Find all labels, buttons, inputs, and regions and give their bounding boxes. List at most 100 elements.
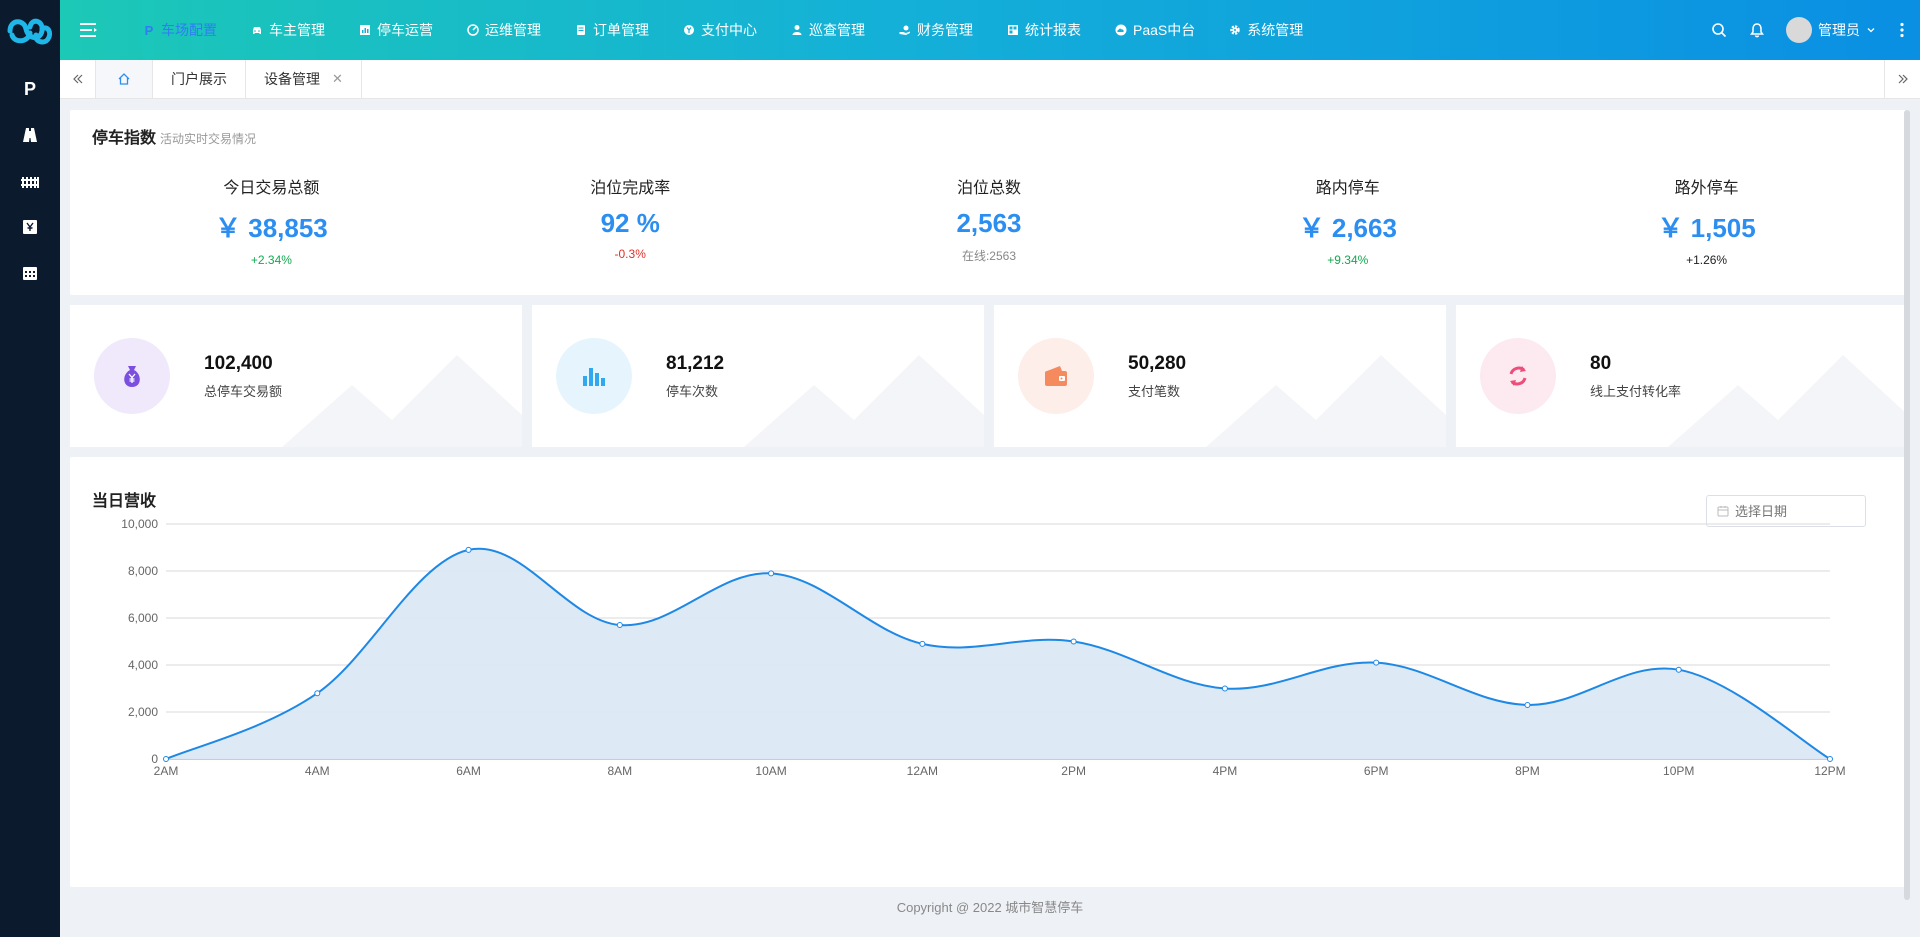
- x-tick-label: 12AM: [907, 764, 938, 778]
- kpi-row: 102,400 总停车交易额 81,212 停车次数 50,280 支付笔数: [70, 305, 1908, 447]
- kpi-label: 线上支付转化率: [1590, 383, 1682, 399]
- fence-icon: [21, 177, 39, 188]
- y-tick-label: 2,000: [128, 705, 158, 719]
- user-name: 管理员: [1818, 22, 1860, 38]
- stat-value: 2,563: [956, 208, 1022, 238]
- stat-value: 92 %: [600, 208, 660, 238]
- tab-label: 门户展示: [171, 71, 227, 87]
- y-tick-label: 4,000: [128, 658, 158, 672]
- nav-item-system[interactable]: 系统管理: [1212, 0, 1320, 60]
- data-point[interactable]: [1221, 685, 1228, 692]
- inspector-icon: [792, 25, 802, 35]
- close-icon[interactable]: ✕: [332, 71, 343, 86]
- nav-item-owner[interactable]: 车主管理: [234, 0, 342, 60]
- kpi-value: 80: [1590, 352, 1612, 374]
- revenue-card: 0 2,000 4,000 6,000 8,000 10,000 2AM 4AM 6AM 8AM 1…: [70, 457, 1908, 887]
- data-point[interactable]: [919, 640, 926, 647]
- car-icon: [253, 27, 261, 34]
- x-tick-label: 8AM: [607, 764, 632, 778]
- data-point[interactable]: [163, 756, 169, 762]
- x-tick-label: 6PM: [1364, 764, 1389, 778]
- stat-value: ￥ 1,505: [1657, 213, 1756, 243]
- more-vertical-icon: [1900, 22, 1904, 38]
- notification-button[interactable]: [1738, 0, 1776, 60]
- kpi-value: 50,280: [1128, 352, 1187, 374]
- data-point[interactable]: [1070, 638, 1077, 645]
- user-menu[interactable]: 管理员: [1776, 0, 1890, 60]
- area-fill: [166, 548, 1830, 759]
- double-chevron-right-icon: [1898, 74, 1908, 84]
- rail-calendar[interactable]: [0, 250, 60, 296]
- kpi-label: 总停车交易额: [204, 383, 283, 399]
- double-chevron-left-icon: [72, 74, 82, 84]
- nav-item-maintenance[interactable]: 运维管理: [450, 0, 558, 60]
- nav-item-operation[interactable]: 停车运营: [342, 0, 450, 60]
- more-button[interactable]: [1890, 0, 1914, 60]
- series-line: [165, 547, 1831, 760]
- nav-label: 车主管理: [269, 22, 325, 38]
- scrollbar[interactable]: [1904, 110, 1910, 900]
- rail-fence[interactable]: [0, 158, 60, 204]
- calendar-icon: [1717, 506, 1729, 517]
- tab-portal[interactable]: 门户展示: [153, 60, 246, 98]
- tab-device-management[interactable]: 设备管理 ✕: [246, 60, 362, 98]
- data-point[interactable]: [1373, 659, 1380, 666]
- report-icon: [1008, 25, 1018, 35]
- rail-parking[interactable]: P: [0, 66, 60, 112]
- nav-label: 车场配置: [161, 22, 217, 38]
- tab-bar: 门户展示 设备管理 ✕: [60, 60, 1920, 99]
- bar-chart-icon: [583, 368, 605, 386]
- stat-off-street: 路外停车 ￥ 1,505 +1.26%: [1527, 174, 1886, 267]
- data-point[interactable]: [465, 546, 472, 553]
- x-tick-label: 12PM: [1814, 764, 1845, 778]
- x-tick-label: 6AM: [456, 764, 481, 778]
- y-tick-label: 8,000: [128, 564, 158, 578]
- menu-toggle-icon[interactable]: [78, 23, 100, 37]
- nav-item-reports[interactable]: 统计报表: [990, 0, 1098, 60]
- tab-scroll-left[interactable]: [60, 60, 96, 98]
- side-rail: P: [0, 0, 60, 937]
- search-icon: [1712, 23, 1727, 38]
- data-point[interactable]: [1827, 756, 1833, 762]
- main-nav: P 车场配置 车主管理 停车运营 运维管理 订单管理 支付中心 巡查管理: [126, 0, 1320, 60]
- nav-label: 停车运营: [377, 22, 433, 38]
- nav-item-orders[interactable]: 订单管理: [558, 0, 666, 60]
- nav-item-lot-config[interactable]: P 车场配置: [126, 0, 234, 60]
- data-point[interactable]: [768, 570, 775, 577]
- app-logo[interactable]: [0, 0, 60, 60]
- top-header: P 车场配置 车主管理 停车运营 运维管理 订单管理 支付中心 巡查管理: [60, 0, 1920, 60]
- stats-row: 今日交易总额 ￥ 38,853 +2.34% 泊位完成率 92 % -0.3% …: [92, 174, 1886, 267]
- stat-change: +1.26%: [1686, 253, 1728, 267]
- search-button[interactable]: [1700, 0, 1738, 60]
- data-point[interactable]: [314, 690, 321, 697]
- stat-label: 路内停车: [1315, 180, 1380, 197]
- stat-change: +2.34%: [250, 253, 292, 267]
- logo-icon: [7, 18, 53, 45]
- date-picker[interactable]: [1706, 495, 1866, 527]
- nav-item-inspection[interactable]: 巡查管理: [774, 0, 882, 60]
- rail-road[interactable]: [0, 112, 60, 158]
- kpi-label: 支付笔数: [1128, 383, 1181, 399]
- data-point[interactable]: [1524, 701, 1531, 708]
- x-tick-label: 4PM: [1213, 764, 1238, 778]
- nav-label: 系统管理: [1247, 22, 1304, 38]
- data-point[interactable]: [616, 622, 623, 629]
- calendar-icon: [23, 267, 37, 280]
- kpi-value: 102,400: [204, 352, 273, 374]
- date-input[interactable]: [1735, 503, 1855, 519]
- tab-scroll-right[interactable]: [1884, 60, 1920, 98]
- card-title: 停车指数: [92, 130, 157, 147]
- document-icon: [577, 25, 585, 35]
- kpi-text: 80 线上支付转化率: [1590, 353, 1681, 400]
- nav-item-payment[interactable]: 支付中心: [666, 0, 774, 60]
- x-tick-label: 10PM: [1663, 764, 1694, 778]
- stat-label: 今日交易总额: [223, 180, 320, 197]
- tab-home[interactable]: [96, 60, 153, 98]
- data-point[interactable]: [1675, 666, 1682, 673]
- nav-item-finance[interactable]: 财务管理: [882, 0, 990, 60]
- y-tick-label: 10,000: [121, 517, 158, 531]
- header-actions: 管理员: [1700, 0, 1920, 60]
- nav-item-paas[interactable]: PaaS中台: [1098, 0, 1212, 60]
- rail-ticket[interactable]: [0, 204, 60, 250]
- nav-label: PaaS中台: [1133, 22, 1196, 38]
